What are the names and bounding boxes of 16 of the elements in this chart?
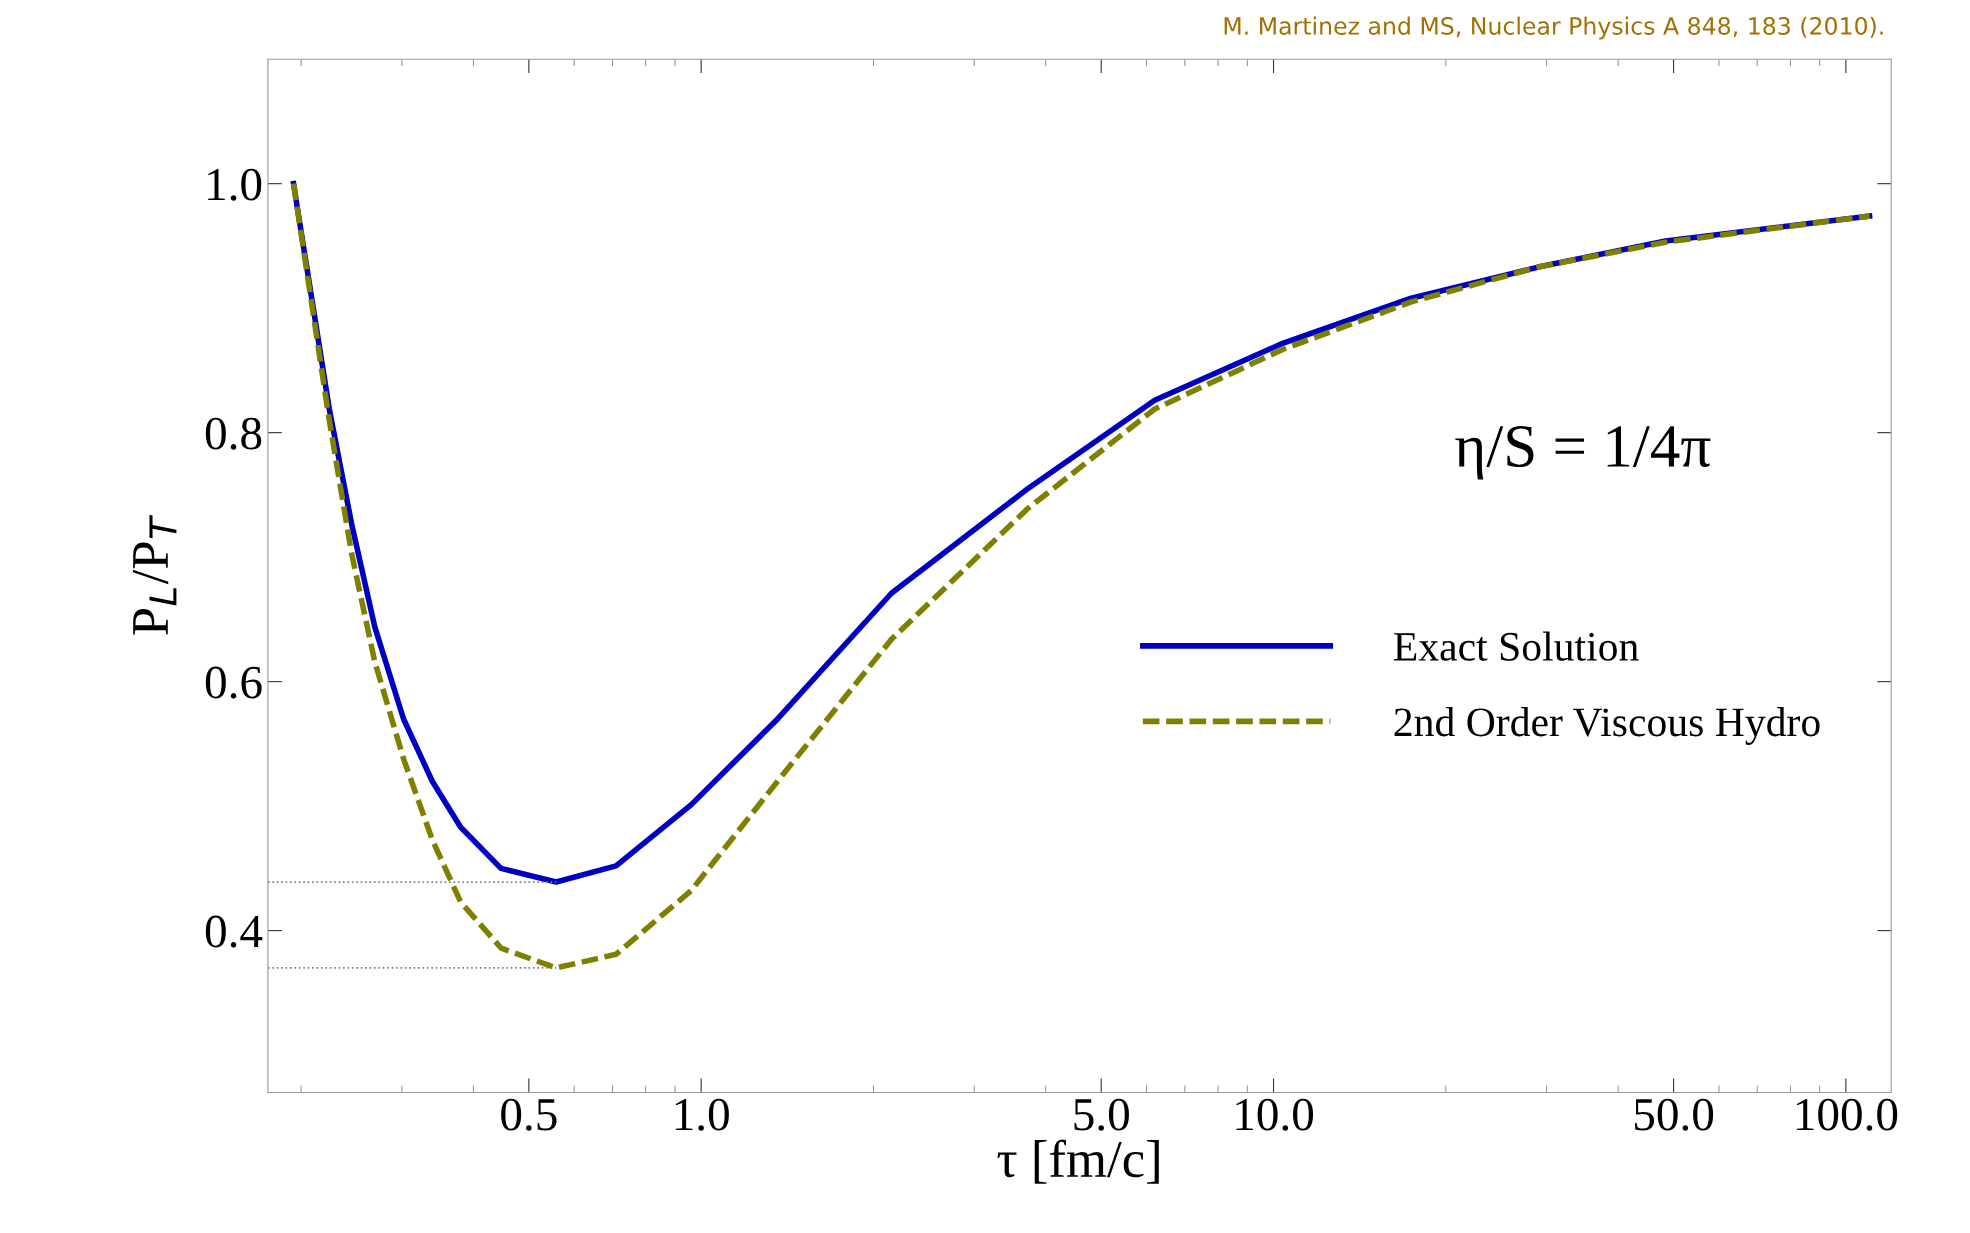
y-tick-label: 1.0 bbox=[208, 168, 262, 201]
x-axis-title: τ [fm/c] bbox=[997, 1139, 1159, 1184]
x-tick-label: 5.0 bbox=[1074, 1098, 1129, 1131]
x-tick-label: 10.0 bbox=[1236, 1098, 1314, 1131]
legend-label: Exact Solution bbox=[1394, 631, 1639, 661]
text: M. Martinez and MS, Nuclear Physics A 848, 183 (2010). bbox=[1224, 16, 1883, 40]
y-tick-label: 0.8 bbox=[205, 417, 262, 450]
y-tick-label: 0.4 bbox=[205, 915, 263, 948]
x-tick-label: 50.0 bbox=[1635, 1098, 1714, 1131]
annotation: η/S = 1/4π bbox=[1455, 426, 1711, 480]
x-tick-label: 1.0 bbox=[675, 1098, 729, 1131]
y-tick-label: 0.6 bbox=[205, 666, 262, 699]
x-tick-label: 0.5 bbox=[501, 1098, 557, 1131]
y-axis-title: P$_{L}$/P$_{T}$ bbox=[132, 514, 177, 635]
legend-label: 2nd Order Viscous Hydro bbox=[1394, 707, 1820, 745]
x-tick-label: 100.0 bbox=[1796, 1098, 1898, 1131]
